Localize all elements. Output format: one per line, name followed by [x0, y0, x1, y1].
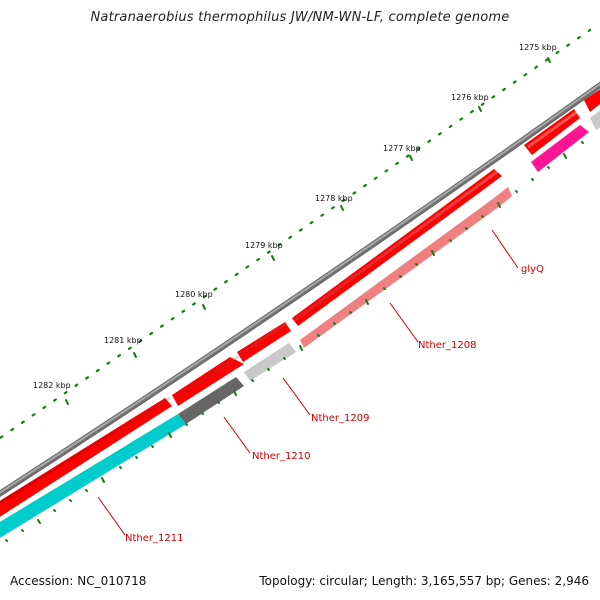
gene-nther-1209: [244, 343, 296, 381]
leader-nther-1209: [282, 377, 311, 416]
gene-labels: glyQ Nther_1208 Nther_1209 Nther_1210 Nt…: [125, 264, 544, 544]
gene-arrow-fwd-1: [0, 398, 172, 517]
forward-strand: [0, 89, 600, 517]
gene-label-glyq: glyQ: [521, 264, 544, 275]
leader-glyq: [491, 229, 519, 269]
tick-label-1278: 1278 kbp: [315, 194, 353, 203]
major-ticks-outer: [65, 57, 551, 405]
map-title: Natranaerobius thermophilus JW/NM-WN-LF,…: [90, 10, 510, 25]
gene-nther-1210: [178, 377, 244, 424]
tick-label-1276: 1276 kbp: [451, 93, 489, 102]
leader-nther-1208: [389, 302, 419, 343]
gene-label-nther-1208: Nther_1208: [418, 340, 476, 351]
backbone: [0, 81, 600, 498]
gene-label-nther-1210: Nther_1210: [252, 451, 310, 462]
gene-label-nther-1209: Nther_1209: [311, 413, 369, 424]
tick-label-1279: 1279 kbp: [245, 241, 283, 250]
tick-label-1280: 1280 kbp: [175, 290, 213, 299]
gene-arrow-fwd-3: [237, 322, 291, 362]
tick-label-1275: 1275 kbp: [519, 43, 557, 52]
scale-labels: 1275 kbp 1276 kbp 1277 kbp 1278 kbp 1279…: [33, 43, 557, 390]
leader-lines: [97, 229, 519, 536]
gene-nther-1211: [0, 414, 186, 538]
tick-label-1281: 1281 kbp: [104, 336, 142, 345]
tick-label-1282: 1282 kbp: [33, 381, 71, 390]
inner-ticks: [5, 141, 584, 542]
topology-text: Topology: circular; Length: 3,165,557 bp…: [259, 574, 589, 588]
gene-label-nther-1211: Nther_1211: [125, 533, 183, 544]
gene-arrow-fwd-7: [584, 89, 600, 112]
reverse-strand: [0, 110, 600, 538]
leader-nther-1210: [223, 416, 251, 454]
gene-top-partial: [531, 125, 589, 172]
leader-nther-1211: [97, 496, 126, 536]
gene-top-partial-2: [590, 110, 600, 130]
gene-nther-1208: [300, 198, 500, 348]
gene-arrow-fwd-2: [172, 357, 244, 406]
scale-dots: [0, 28, 592, 440]
accession-text: Accession: NC_010718: [10, 574, 147, 588]
tick-label-1277: 1277 kbp: [383, 144, 421, 153]
gene-glyq: [494, 187, 512, 206]
